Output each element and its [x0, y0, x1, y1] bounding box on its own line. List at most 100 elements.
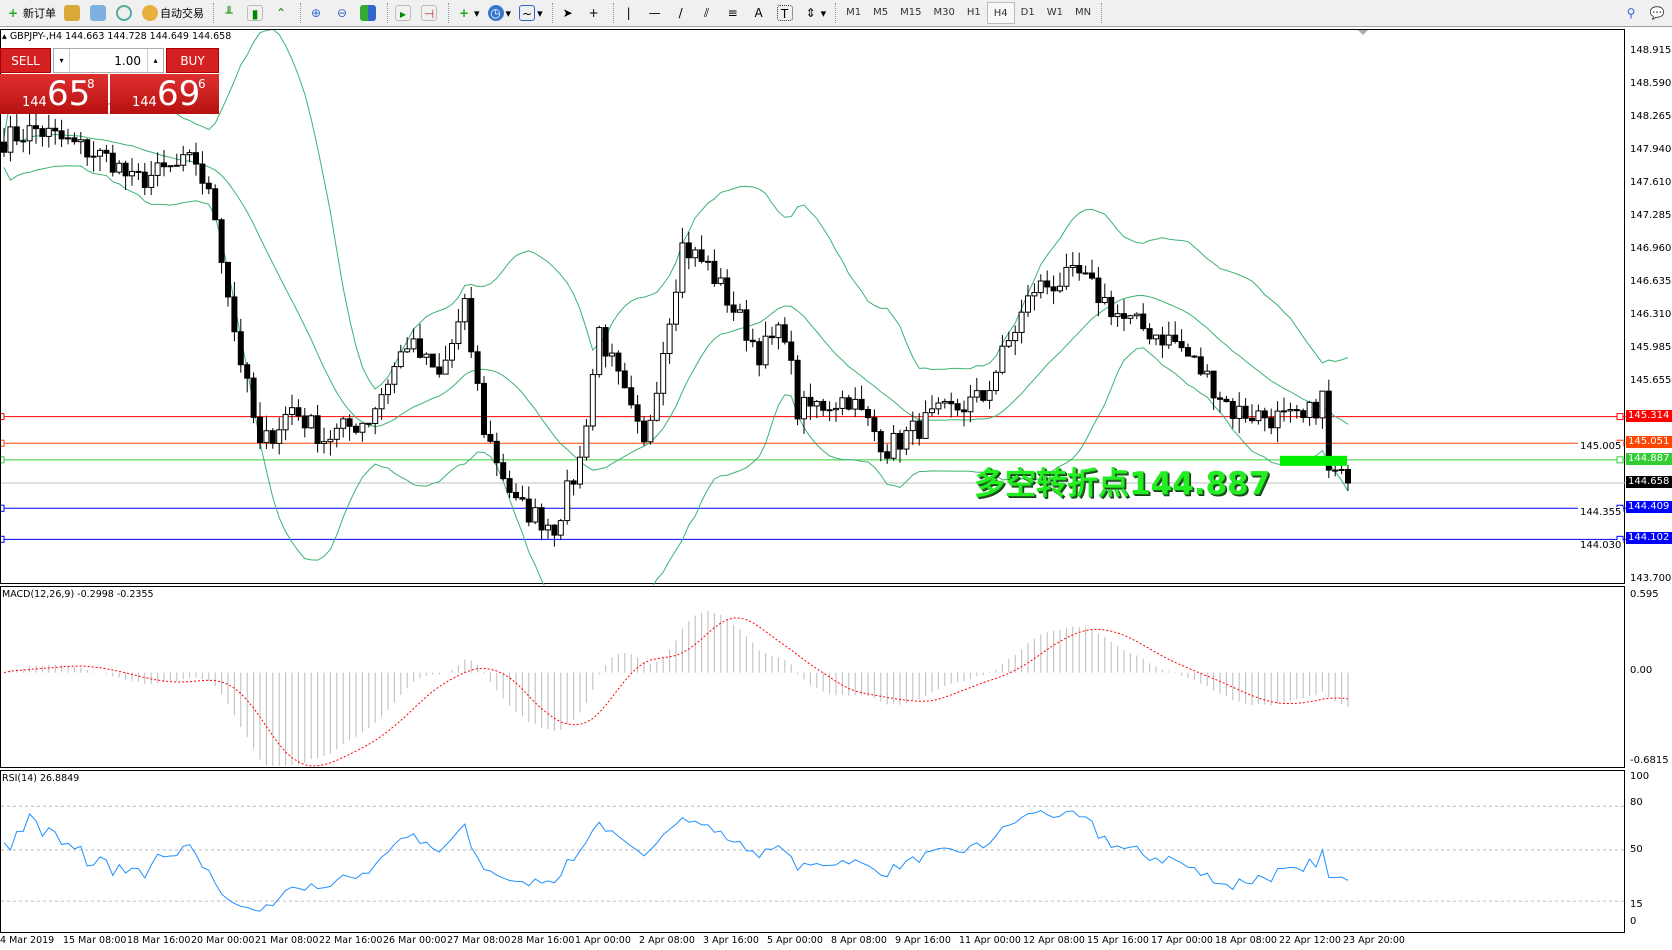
horizontal-line-button[interactable]: —: [644, 2, 668, 24]
candle: [1101, 283, 1108, 305]
time-axis-label: 28 Mar 16:00: [511, 935, 575, 946]
rsi-pane[interactable]: RSI(14) 26.8849: [0, 770, 1626, 933]
buy-price-box[interactable]: 144 69 6: [110, 74, 219, 114]
candle: [673, 279, 679, 331]
crosshair-button[interactable]: +: [583, 2, 607, 24]
signal-button[interactable]: [113, 2, 137, 24]
candle-body: [410, 338, 417, 350]
line-handle: [1, 504, 5, 512]
macd-pane[interactable]: MACD(12,26,9) -0.2998 -0.2355: [0, 586, 1625, 768]
timeframe-m5[interactable]: M5: [873, 7, 889, 18]
bar-chart-button[interactable]: ╨: [218, 2, 242, 24]
auto-scroll-button[interactable]: ▸: [392, 2, 416, 24]
candle: [813, 400, 820, 419]
candle-body: [1082, 272, 1089, 275]
line-chart-button[interactable]: ⌃: [270, 2, 294, 24]
indicators-button[interactable]: + ▾: [453, 2, 483, 24]
time-axis: 14 Mar 2019 15 Mar 08:00 18 Mar 16:00 20 Ma…: [0, 933, 1672, 950]
candle: [743, 299, 750, 352]
candle: [97, 147, 103, 172]
templates-button[interactable]: ~ ▾: [516, 2, 546, 24]
chart-shift-button[interactable]: ⊣: [418, 2, 442, 24]
timeframe-h4[interactable]: H4: [986, 2, 1015, 24]
chat-button[interactable]: 💬: [1646, 2, 1670, 24]
timeframe-w1[interactable]: W1: [1046, 7, 1063, 18]
candle: [71, 132, 78, 145]
candle-body: [1159, 334, 1166, 346]
candle: [244, 362, 251, 393]
candle: [788, 330, 795, 375]
candle-body: [321, 441, 327, 444]
vertical-line-button[interactable]: |: [618, 2, 642, 24]
price-axis-label: 147.940: [1630, 143, 1672, 155]
candle: [397, 344, 404, 369]
candle-body: [679, 242, 686, 293]
candle: [948, 392, 955, 418]
candle-body: [653, 392, 660, 421]
candle: [1268, 408, 1275, 435]
periods-button[interactable]: ◷ ▾: [485, 2, 515, 24]
candle: [20, 128, 27, 153]
candle-body: [1057, 285, 1063, 292]
candle: [1172, 321, 1179, 344]
arrows-icon: ⇕: [805, 6, 816, 20]
candle: [129, 158, 135, 186]
candle-body: [45, 127, 52, 137]
arrows-button[interactable]: ⇕ ▾: [800, 2, 830, 24]
candle-body: [1287, 409, 1294, 412]
candle: [641, 416, 647, 446]
zoom-in-button[interactable]: ⊕: [305, 2, 329, 24]
candle-body: [13, 126, 20, 142]
text-label-button[interactable]: T: [774, 2, 798, 24]
collapse-triangle-icon[interactable]: ▴: [2, 31, 7, 42]
lot-value[interactable]: 1.00: [114, 54, 141, 68]
tile-windows-button[interactable]: [357, 2, 381, 24]
cursor-button[interactable]: ➤: [557, 2, 581, 24]
lot-decrease-icon[interactable]: ▾: [54, 49, 70, 72]
zoom-out-button[interactable]: ⊖: [331, 2, 355, 24]
text-button[interactable]: A: [748, 2, 772, 24]
candle-body: [500, 462, 507, 480]
line-handle: [1, 535, 5, 543]
candle-body: [333, 427, 340, 440]
buy-button[interactable]: BUY: [166, 48, 219, 73]
timeframe-m30[interactable]: M30: [933, 7, 955, 18]
time-axis-label: 20 Mar 00:00: [191, 935, 255, 946]
candle-body: [1146, 328, 1153, 340]
candle: [1229, 398, 1236, 429]
sell-price-box[interactable]: 144 65 8: [0, 74, 108, 114]
candle-body: [922, 412, 929, 439]
candle-body: [103, 149, 110, 154]
price-line-label: 145.314: [1626, 409, 1672, 422]
timeframe-d1[interactable]: D1: [1020, 7, 1035, 18]
lot-size-field[interactable]: ▾ 1.00 ▴: [53, 48, 164, 73]
main-chart-pane[interactable]: [0, 29, 1626, 585]
channel-button[interactable]: ⫽: [696, 2, 720, 24]
candle-body: [263, 430, 270, 444]
trendline-button[interactable]: /: [670, 2, 694, 24]
fibonacci-button[interactable]: ≡: [722, 2, 746, 24]
auto-trading-button[interactable]: 自动交易: [139, 2, 207, 24]
candle: [621, 362, 628, 389]
new-order-button[interactable]: + 新订单: [2, 2, 59, 24]
timeframe-mn[interactable]: MN: [1074, 7, 1092, 18]
lot-increase-icon[interactable]: ▴: [147, 49, 163, 72]
candle: [263, 415, 270, 450]
candle-body: [161, 162, 167, 168]
time-axis-label: 11 Apr 00:00: [959, 935, 1021, 946]
search-button[interactable]: ⚲: [1620, 2, 1644, 24]
data-window-button[interactable]: [87, 2, 111, 24]
candlestick-button[interactable]: ▮: [244, 2, 268, 24]
timeframe-h1[interactable]: H1: [966, 7, 981, 18]
candle: [634, 395, 641, 434]
candle-body: [455, 321, 462, 344]
candle: [1178, 329, 1185, 352]
sell-button[interactable]: SELL: [0, 48, 51, 73]
candle-body: [77, 139, 84, 143]
candle-body: [237, 331, 244, 366]
market-watch-button[interactable]: [61, 2, 85, 24]
timeframe-m1[interactable]: M1: [846, 7, 862, 18]
timeframe-m15[interactable]: M15: [900, 7, 922, 18]
candle-body: [1178, 341, 1185, 349]
candle-body: [532, 507, 539, 523]
